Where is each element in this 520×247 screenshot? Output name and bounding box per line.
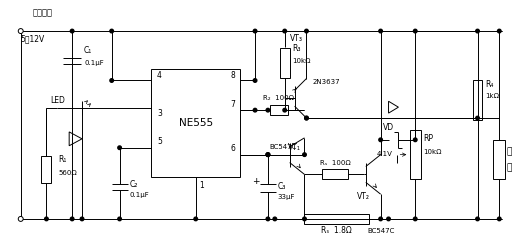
Circle shape — [253, 108, 257, 112]
Bar — [473, 81, 483, 120]
Circle shape — [266, 108, 270, 112]
Text: R₂  100Ω: R₂ 100Ω — [263, 95, 294, 101]
Text: 6: 6 — [230, 144, 235, 153]
Text: R₄: R₄ — [486, 80, 494, 89]
Circle shape — [387, 217, 391, 221]
Text: R₁: R₁ — [58, 155, 67, 164]
Circle shape — [283, 108, 287, 112]
Bar — [151, 69, 240, 177]
Text: 5～12V: 5～12V — [21, 35, 45, 43]
Circle shape — [70, 29, 74, 33]
Circle shape — [476, 217, 479, 221]
Text: VT₂: VT₂ — [357, 192, 370, 201]
Text: 2N3637: 2N3637 — [313, 80, 340, 85]
Text: 1kΩ: 1kΩ — [486, 93, 499, 99]
Bar — [322, 169, 348, 179]
Circle shape — [476, 116, 479, 120]
Text: C₃: C₃ — [278, 182, 286, 191]
Circle shape — [194, 217, 198, 221]
Text: R₃: R₃ — [293, 44, 301, 53]
Circle shape — [379, 217, 382, 221]
Text: 10kΩ: 10kΩ — [293, 58, 311, 64]
Circle shape — [305, 116, 308, 120]
Circle shape — [80, 217, 84, 221]
Circle shape — [305, 116, 308, 120]
Text: 1: 1 — [200, 181, 204, 190]
Text: 负: 负 — [506, 147, 512, 156]
Bar — [280, 48, 290, 78]
Circle shape — [303, 153, 306, 156]
Text: BC547C: BC547C — [367, 228, 394, 234]
Circle shape — [110, 79, 113, 82]
Circle shape — [253, 29, 257, 33]
Text: Rₛ  100Ω: Rₛ 100Ω — [320, 160, 350, 165]
Text: 0.1μF: 0.1μF — [129, 192, 149, 198]
Text: 3: 3 — [157, 109, 162, 118]
Text: 0.1μF: 0.1μF — [84, 60, 104, 66]
Text: VT₁: VT₁ — [288, 143, 301, 152]
Text: C₁: C₁ — [84, 46, 92, 55]
Circle shape — [266, 153, 270, 156]
Circle shape — [476, 29, 479, 33]
Text: Rₛ  1.8Ω: Rₛ 1.8Ω — [321, 226, 352, 235]
Text: 33μF: 33μF — [278, 194, 295, 200]
Circle shape — [498, 217, 501, 221]
Circle shape — [266, 217, 270, 221]
Circle shape — [379, 29, 382, 33]
Bar — [493, 140, 505, 179]
Circle shape — [379, 138, 382, 142]
Text: NE555: NE555 — [179, 118, 213, 128]
Circle shape — [118, 217, 121, 221]
Circle shape — [45, 217, 48, 221]
Circle shape — [253, 79, 257, 82]
Text: LED: LED — [50, 96, 65, 105]
Bar — [305, 214, 369, 224]
Text: 10kΩ: 10kΩ — [423, 149, 441, 155]
Circle shape — [266, 153, 270, 156]
Circle shape — [413, 29, 417, 33]
Circle shape — [413, 217, 417, 221]
Text: 直流输入: 直流输入 — [33, 9, 53, 18]
Circle shape — [118, 146, 121, 149]
Text: BC547C: BC547C — [269, 144, 296, 150]
Bar — [270, 105, 288, 115]
Text: +: + — [252, 177, 260, 186]
Bar — [410, 130, 421, 179]
Text: VT₃: VT₃ — [290, 35, 303, 43]
Circle shape — [273, 217, 277, 221]
Circle shape — [413, 138, 417, 142]
Text: 4.1V: 4.1V — [376, 151, 393, 157]
Text: 5: 5 — [157, 137, 162, 146]
Circle shape — [266, 153, 270, 156]
Text: VD: VD — [383, 124, 394, 132]
Text: RP: RP — [423, 134, 433, 143]
Circle shape — [70, 217, 74, 221]
Bar — [42, 156, 51, 183]
Circle shape — [283, 29, 287, 33]
Circle shape — [18, 216, 23, 221]
Text: 4: 4 — [156, 71, 161, 80]
Text: 8: 8 — [230, 71, 235, 80]
Circle shape — [110, 29, 113, 33]
Text: C₂: C₂ — [129, 180, 138, 189]
Circle shape — [18, 29, 23, 34]
Circle shape — [305, 29, 308, 33]
Text: 560Ω: 560Ω — [58, 170, 77, 176]
Circle shape — [498, 29, 501, 33]
Text: 载: 载 — [506, 163, 512, 172]
Text: 7: 7 — [230, 100, 235, 109]
Circle shape — [303, 217, 306, 221]
